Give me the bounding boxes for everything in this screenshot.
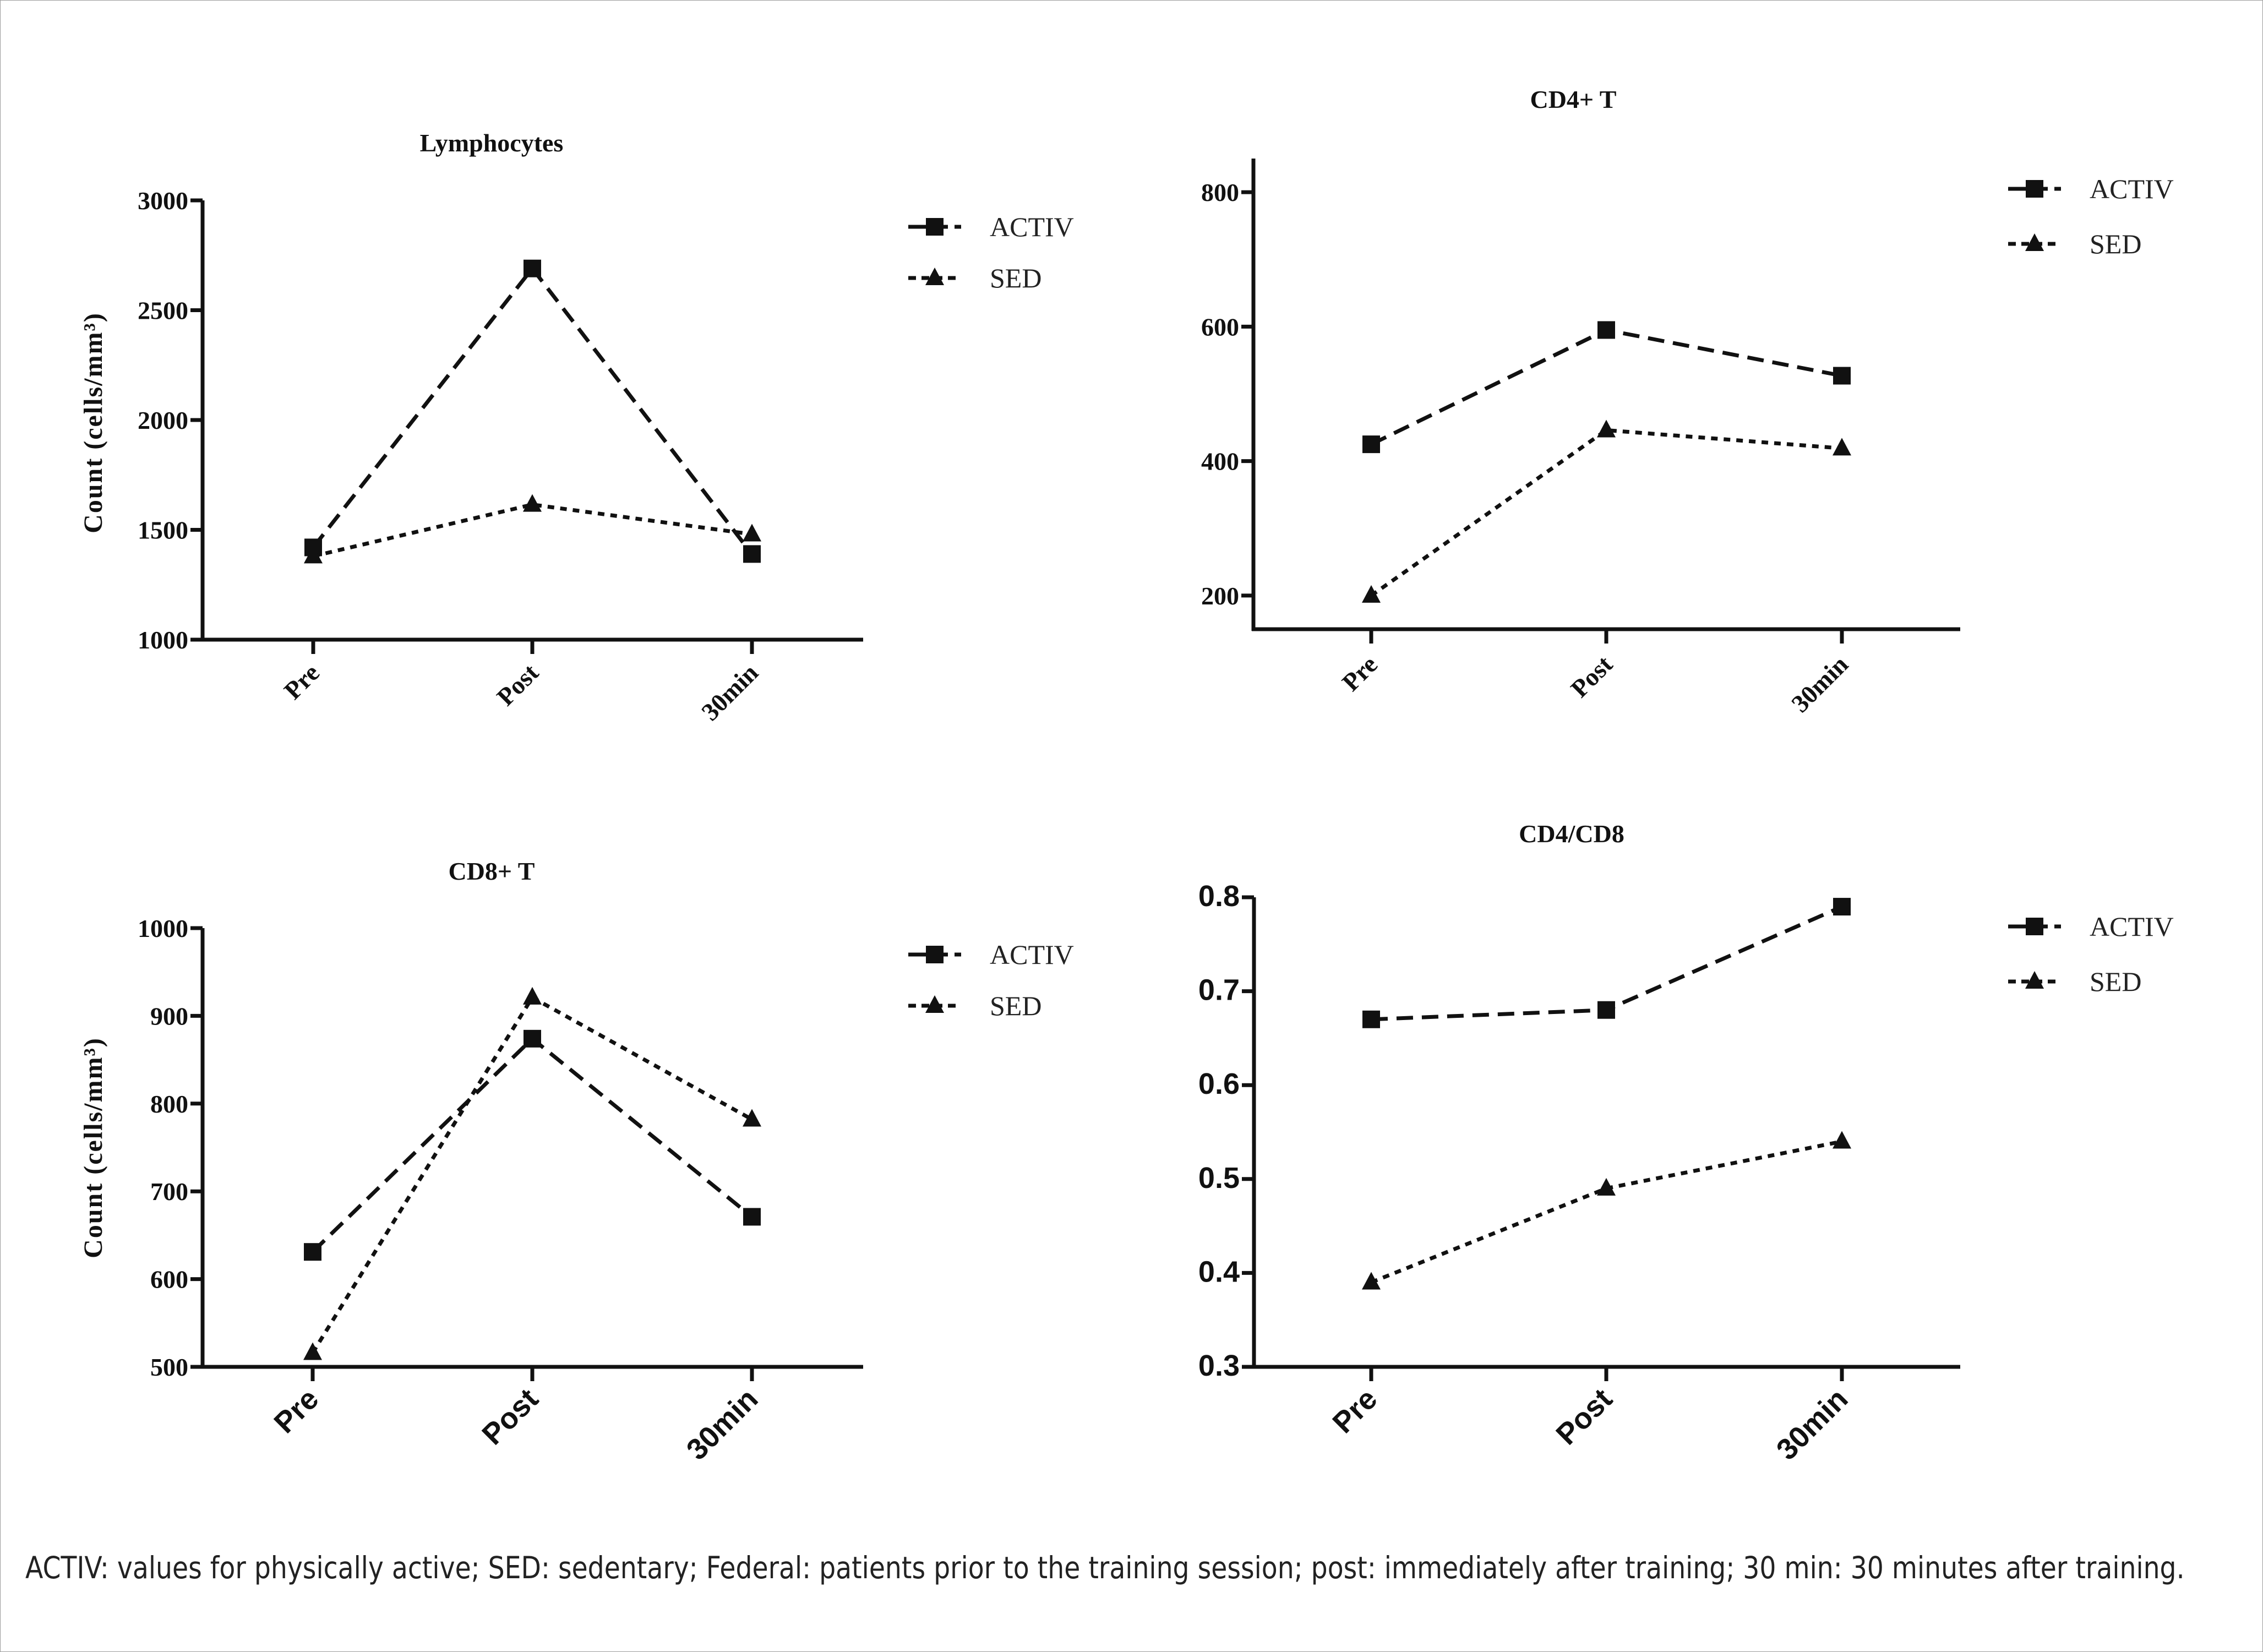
legend-label: SED (990, 990, 1041, 1021)
data-point-triangle (743, 524, 761, 542)
legend-entry-activ: ACTIV (908, 211, 1074, 242)
figure-panels: Lymphocytes 1000 1500 2000 2500 3000 Pre Post 30… (79, 85, 2174, 1466)
data-point-triangle (1362, 585, 1381, 603)
legend-triangle-marker-icon (2025, 971, 2044, 989)
y-tick-label: 200 (1201, 582, 1239, 610)
x-tick-label: Post (1565, 650, 1618, 703)
x-tick-label: Pre (1326, 1382, 1383, 1440)
x-tick-label: 30min (1770, 1382, 1855, 1466)
figure-caption: ACTIV: values for physically active; SED… (25, 1550, 2185, 1585)
y-tick-label: 900 (150, 1002, 188, 1030)
legend-label: SED (2090, 966, 2141, 997)
legend-label: SED (2090, 228, 2141, 259)
legend-label: ACTIV (2090, 911, 2174, 942)
data-point-triangle (1597, 419, 1616, 438)
series-line-sed (313, 503, 752, 558)
y-tick-label: 1500 (138, 516, 188, 544)
legend-label: ACTIV (990, 939, 1074, 970)
data-point-square (1362, 435, 1380, 454)
y-axis-label: Count (cells/mm³) (79, 1037, 108, 1258)
legend-entry-activ: ACTIV (2008, 173, 2174, 204)
y-tick-label: 2000 (138, 406, 188, 434)
y-tick-label: 500 (150, 1353, 188, 1381)
data-point-triangle (523, 494, 542, 512)
y-tick-label: 0.4 (1198, 1255, 1240, 1288)
data-point-square (304, 1243, 321, 1261)
data-point-square (1597, 1001, 1615, 1019)
x-tick-label: Pre (279, 658, 325, 705)
y-tick-label: 0.5 (1198, 1162, 1240, 1195)
y-tick-label: 2500 (138, 297, 188, 325)
legend-square-marker-icon (2026, 180, 2043, 198)
data-point-square (1833, 367, 1851, 385)
x-tick-label: Post (476, 1382, 544, 1451)
chart-title: CD4/CD8 (1519, 820, 1624, 848)
x-tick-label: 30min (696, 658, 764, 726)
legend-triangle-marker-icon (925, 268, 944, 285)
y-tick-label: 0.6 (1198, 1067, 1240, 1100)
y-axis-label: Count (cells/mm³) (79, 312, 108, 533)
data-point-triangle (1362, 1272, 1381, 1290)
legend-triangle-marker-icon (925, 995, 944, 1013)
data-point-square (524, 259, 541, 277)
legend-entry-sed: SED (2008, 966, 2141, 997)
series-line-activ (311, 1036, 754, 1253)
data-point-square (743, 1208, 761, 1226)
data-point-triangle (1597, 1177, 1616, 1196)
legend-square-marker-icon (2026, 918, 2043, 935)
data-point-triangle (304, 546, 323, 564)
y-tick-label: 1000 (138, 626, 188, 654)
data-point-triangle (1833, 1131, 1851, 1149)
data-point-square (1833, 898, 1851, 916)
y-tick-label: 0.7 (1198, 974, 1240, 1007)
chart-cd4-t: CD4+ T 200 400 600 800 Pre Post 30min ACTIV SED (1201, 85, 2174, 718)
chart-title: CD8+ T (448, 857, 535, 885)
chart-title: Lymphocytes (420, 129, 564, 157)
x-tick-label: 30min (680, 1382, 765, 1466)
data-point-square (1597, 321, 1615, 339)
x-tick-label: Post (1550, 1382, 1618, 1451)
y-tick-label: 800 (1201, 178, 1239, 206)
y-tick-label: 600 (1201, 313, 1239, 341)
data-point-triangle (743, 1109, 761, 1127)
chart-lymphocytes: Lymphocytes 1000 1500 2000 2500 3000 Pre Post 30… (79, 129, 1074, 726)
data-point-triangle (523, 986, 542, 1005)
legend-triangle-marker-icon (2025, 233, 2044, 251)
y-tick-label: 600 (150, 1266, 188, 1294)
chart-title: CD4+ T (1530, 85, 1616, 113)
data-point-square (1362, 1010, 1380, 1028)
legend-label: SED (990, 263, 1041, 293)
legend-label: ACTIV (990, 211, 1074, 242)
x-tick-label: 30min (1786, 650, 1853, 718)
legend-entry-activ: ACTIV (2008, 911, 2174, 942)
y-tick-label: 0.3 (1198, 1349, 1240, 1382)
x-tick-label: Post (491, 658, 544, 711)
legend-square-marker-icon (926, 218, 944, 236)
y-tick-label: 1000 (138, 914, 188, 942)
x-tick-label: Pre (1337, 650, 1383, 696)
y-tick-label: 400 (1201, 448, 1239, 476)
y-tick-label: 0.8 (1198, 880, 1240, 913)
legend-square-marker-icon (926, 946, 944, 963)
legend-label: ACTIV (2090, 173, 2174, 204)
series-line-sed (1370, 428, 1842, 597)
data-point-square (524, 1029, 541, 1048)
data-point-square (743, 545, 761, 563)
x-tick-label: Pre (268, 1382, 325, 1440)
chart-cd8-t: CD8+ T 500 600 700 800 900 1000 Pre Post 30min Cou… (79, 857, 1074, 1466)
chart-cd4-cd8-ratio: CD4/CD8 0.3 0.4 0.5 0.6 0.7 0.8 Pre Post 30min ACT… (1198, 820, 2174, 1466)
legend-entry-activ: ACTIV (908, 939, 1074, 970)
y-tick-label: 800 (150, 1090, 188, 1118)
legend-entry-sed: SED (908, 990, 1041, 1021)
legend-entry-sed: SED (908, 263, 1041, 293)
y-tick-label: 700 (150, 1177, 188, 1206)
legend-entry-sed: SED (2008, 228, 2141, 259)
data-point-triangle (1833, 438, 1851, 456)
series-line-sed (1370, 1140, 1842, 1284)
data-point-triangle (303, 1342, 322, 1360)
series-line-sed (311, 995, 753, 1354)
y-tick-label: 3000 (138, 187, 188, 215)
